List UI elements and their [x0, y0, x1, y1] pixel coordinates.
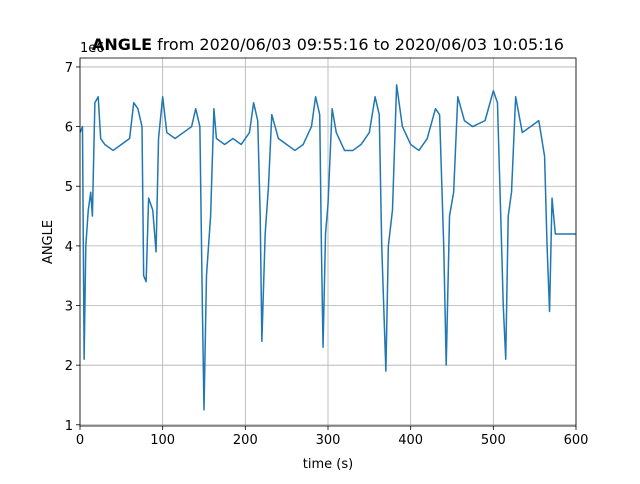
- y-tick-label: 1: [65, 419, 73, 434]
- data-line: [79, 84, 576, 411]
- x-tick-label: 300: [316, 433, 341, 448]
- title-rest: from 2020/06/03 09:55:16 to 2020/06/03 1…: [157, 35, 564, 54]
- axes-frame: [79, 57, 577, 427]
- x-tick-label: 100: [150, 433, 175, 448]
- x-tick-label: 400: [398, 433, 423, 448]
- y-tick-label: 3: [65, 300, 73, 315]
- y-offset-text: 1e6: [80, 41, 105, 56]
- y-tick-label: 7: [65, 61, 73, 76]
- x-axis-label: time (s): [303, 457, 353, 472]
- y-tick-label: 2: [65, 359, 73, 374]
- y-tick-label: 4: [65, 240, 73, 255]
- title-bold: ANGLE: [92, 35, 152, 54]
- y-axis-label: ANGLE: [41, 220, 56, 264]
- chart-title: ANGLE from 2020/06/03 09:55:16 to 2020/06…: [92, 35, 564, 54]
- y-tick-label: 6: [65, 121, 73, 136]
- x-tick-label: 200: [233, 433, 258, 448]
- x-tick-label: 0: [76, 433, 84, 448]
- x-tick-label: 600: [564, 433, 589, 448]
- y-tick-label: 5: [65, 180, 73, 195]
- x-tick-label: 500: [481, 433, 506, 448]
